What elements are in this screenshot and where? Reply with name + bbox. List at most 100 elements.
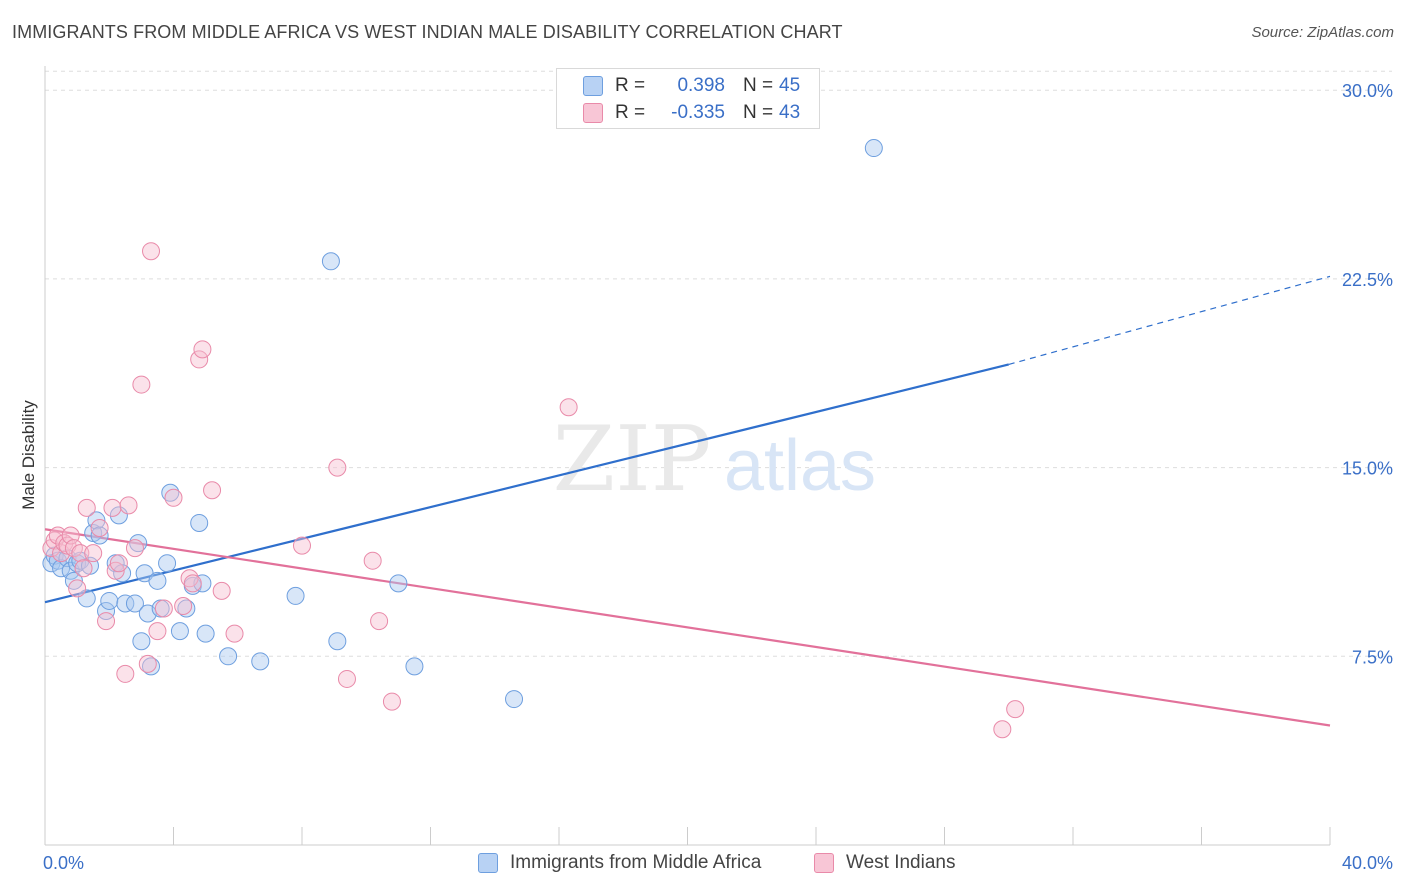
point-middle-africa	[321, 252, 340, 271]
point-middle-africa	[196, 624, 215, 643]
point-west-indians	[116, 664, 135, 683]
point-west-indians	[328, 458, 347, 477]
trend-lines	[44, 275, 1331, 727]
point-west-indians	[68, 579, 87, 598]
legend-label: Immigrants from Middle Africa	[510, 852, 762, 873]
y-tick-label: 22.5%	[1342, 270, 1393, 290]
legend-label: West Indians	[846, 852, 956, 873]
point-west-indians	[293, 536, 311, 555]
point-west-indians	[125, 539, 144, 558]
x-tick-label-max: 40.0%	[1342, 853, 1393, 873]
point-middle-africa	[161, 483, 180, 502]
gridlines	[45, 70, 1392, 657]
point-middle-africa	[170, 622, 189, 641]
point-west-indians	[363, 551, 382, 570]
legend-item-west-indians: West Indians	[814, 852, 955, 874]
n-label: N =	[743, 75, 774, 96]
point-middle-africa	[864, 139, 883, 158]
r-value: 0.398	[677, 75, 725, 96]
point-west-indians	[212, 581, 231, 600]
point-middle-africa	[142, 657, 161, 676]
data-points	[42, 139, 1025, 739]
r-value: -0.335	[671, 102, 725, 123]
n-label: N =	[743, 102, 774, 123]
blue-swatch	[478, 853, 498, 873]
trend-line-middle-africa-extension	[1008, 275, 1331, 366]
point-middle-africa	[125, 594, 144, 613]
point-west-indians	[382, 692, 401, 711]
r-label: R =	[615, 102, 646, 123]
point-middle-africa	[129, 534, 148, 553]
source-attribution: Source: ZipAtlas.com	[1251, 24, 1394, 41]
point-middle-africa	[132, 632, 151, 651]
axes	[44, 66, 1331, 846]
trend-line-middle-africa	[44, 363, 1010, 604]
point-west-indians	[132, 375, 151, 394]
legend-row-blue: R = 0.398 N = 45	[583, 74, 800, 98]
point-middle-africa	[505, 690, 524, 709]
blue-swatch	[583, 76, 603, 96]
point-west-indians	[119, 496, 138, 515]
y-tick-label: 15.0%	[1342, 459, 1393, 479]
watermark: ZIP atlas	[553, 407, 876, 512]
point-middle-africa	[90, 526, 109, 545]
legend-row-pink: R = -0.335 N = 43	[583, 101, 800, 125]
point-west-indians	[183, 574, 202, 593]
point-middle-africa	[177, 599, 196, 618]
point-middle-africa	[219, 647, 238, 666]
point-west-indians	[1006, 700, 1025, 719]
point-middle-africa	[190, 513, 209, 532]
point-middle-africa	[405, 657, 424, 676]
point-middle-africa	[97, 602, 116, 621]
point-west-indians	[174, 596, 193, 615]
pink-swatch	[583, 103, 603, 123]
trend-line-west-indians	[44, 528, 1331, 727]
point-west-indians	[337, 669, 356, 688]
point-west-indians	[71, 544, 90, 563]
x-tick-label-min: 0.0%	[43, 853, 84, 873]
chart-title: IMMIGRANTS FROM MIDDLE AFRICA VS WEST IN…	[12, 22, 843, 42]
point-west-indians	[164, 488, 183, 507]
point-west-indians	[370, 612, 389, 631]
point-west-indians	[142, 242, 161, 261]
point-middle-africa	[148, 571, 167, 590]
watermark-zip: ZIP	[553, 407, 712, 512]
point-west-indians	[993, 720, 1012, 739]
legend-item-middle-africa: Immigrants from Middle Africa	[478, 852, 761, 874]
point-middle-africa	[389, 574, 408, 593]
watermark-atlas: atlas	[724, 426, 876, 506]
point-middle-africa	[100, 591, 119, 610]
point-west-indians	[193, 340, 212, 359]
point-middle-africa	[158, 554, 177, 573]
point-west-indians	[103, 498, 122, 517]
y-tick-label: 30.0%	[1342, 81, 1393, 101]
point-west-indians	[109, 554, 128, 573]
pink-swatch	[814, 853, 834, 873]
point-middle-africa	[77, 589, 96, 608]
point-middle-africa	[328, 632, 347, 651]
r-label: R =	[615, 75, 646, 96]
point-west-indians	[559, 398, 578, 417]
point-west-indians	[148, 622, 167, 641]
point-west-indians	[190, 350, 209, 369]
point-west-indians	[203, 481, 222, 500]
correlation-legend: R = 0.398 N = 45 R = -0.335 N = 43	[556, 68, 820, 129]
point-west-indians	[154, 599, 173, 618]
n-value: 45	[779, 75, 801, 96]
point-middle-africa	[109, 506, 128, 525]
n-value: 43	[779, 102, 801, 123]
point-middle-africa	[251, 652, 270, 671]
point-west-indians	[55, 534, 74, 553]
point-middle-africa	[116, 594, 135, 613]
point-west-indians	[48, 526, 67, 545]
point-middle-africa	[286, 586, 305, 605]
point-west-indians	[74, 559, 93, 578]
point-west-indians	[77, 498, 96, 517]
point-west-indians	[225, 624, 244, 643]
point-west-indians	[97, 612, 116, 631]
point-west-indians	[138, 654, 157, 673]
point-west-indians	[90, 518, 109, 537]
tick-labels: 7.5% 15.0% 22.5% 30.0% 0.0% 40.0%	[43, 81, 1393, 873]
y-tick-label: 7.5%	[1352, 647, 1393, 667]
